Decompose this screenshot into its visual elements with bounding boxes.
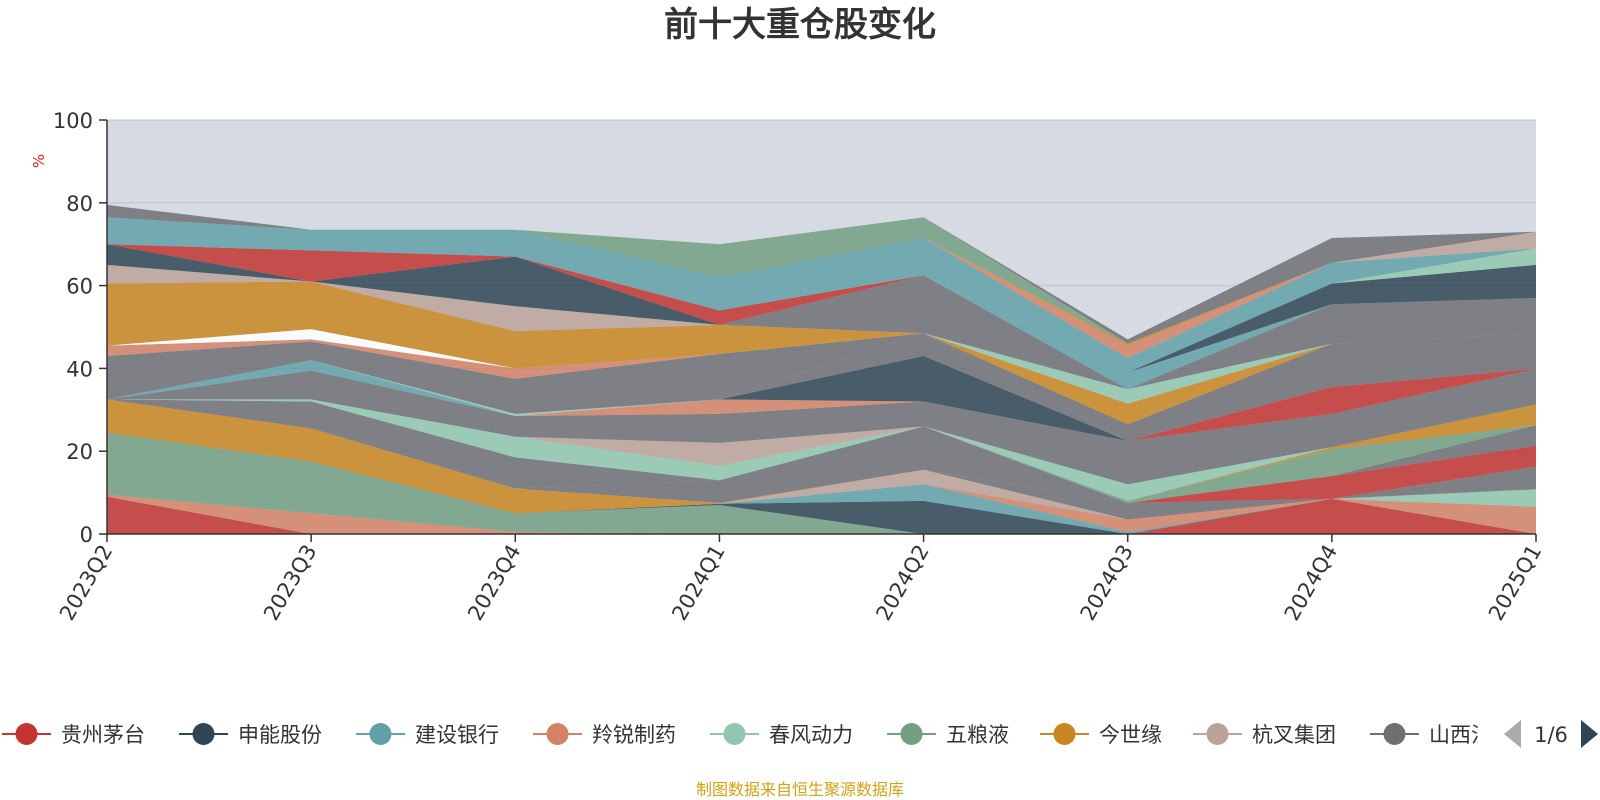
legend: 贵州茅台 申能股份 建设银行 羚锐制药 春风动力 五粮液 今世缘 杭叉集团 山西汾酒 (2, 723, 1513, 747)
area-band (107, 217, 1536, 373)
area-band (107, 399, 1536, 503)
legend-prev-icon[interactable] (1504, 720, 1521, 748)
legend-marker-icon (1053, 723, 1076, 745)
legend-item[interactable]: 今世缘 (1040, 723, 1162, 747)
legend-pager: 1/6 (1504, 720, 1598, 748)
legend-marker-icon (546, 723, 569, 745)
area-band (107, 360, 1536, 441)
legend-item[interactable]: 五粮液 (887, 723, 1009, 747)
area-band (107, 399, 1536, 485)
area-band (107, 333, 1536, 425)
legend-label: 羚锐制药 (592, 723, 676, 747)
legend-item[interactable]: 申能股份 (179, 723, 322, 747)
area-band (107, 399, 1536, 501)
area-band (107, 244, 1536, 373)
area-band (107, 432, 1536, 534)
stacked-areas (107, 204, 1536, 534)
area-band (107, 264, 1536, 390)
legend-marker-icon (192, 723, 215, 745)
legend-marker-icon (1206, 723, 1229, 745)
source-note: 制图数据来自恒生聚源数据库 (696, 780, 904, 799)
legend-label: 春风动力 (769, 723, 853, 747)
area-band (107, 399, 1536, 514)
legend-marker-icon (723, 723, 746, 745)
y-tick-label: 60 (66, 275, 93, 299)
y-tick-label: 40 (66, 357, 93, 381)
legend-marker-icon (15, 723, 38, 745)
area-band (107, 356, 1536, 441)
chart-title: 前十大重仓股变化 (664, 5, 936, 45)
legend-item[interactable]: 贵州茅台 (2, 723, 145, 747)
area-band (107, 496, 1536, 534)
area-band (107, 264, 1536, 390)
x-tick-label: 2024Q1 (667, 541, 729, 625)
x-tick-label: 2024Q3 (1076, 541, 1138, 625)
legend-next-icon[interactable] (1581, 720, 1598, 748)
legend-marker-icon (900, 723, 923, 745)
legend-marker-icon (369, 723, 392, 745)
area-band (107, 368, 1536, 485)
x-tick-label: 2023Q3 (259, 541, 321, 625)
area-band (107, 217, 1536, 344)
legend-label: 贵州茅台 (61, 723, 145, 747)
legend-label: 山西汾酒 (1429, 723, 1513, 747)
legend-label: 申能股份 (238, 723, 322, 747)
area-band (107, 333, 1536, 441)
legend-page-indicator: 1/6 (1534, 723, 1568, 747)
legend-label: 五粮液 (946, 723, 1009, 747)
y-tick-label: 20 (66, 440, 93, 464)
legend-label: 杭叉集团 (1252, 723, 1336, 747)
y-tick-label: 100 (53, 109, 93, 133)
y-unit-label: % (30, 154, 48, 168)
legend-item[interactable]: 杭叉集团 (1193, 723, 1336, 747)
area-band (107, 244, 1536, 373)
x-tick-label: 2025Q1 (1484, 541, 1546, 625)
x-tick-label: 2024Q4 (1280, 541, 1342, 625)
x-tick-label: 2023Q4 (463, 541, 525, 625)
x-tick-label: 2024Q2 (871, 541, 933, 625)
legend-item[interactable]: 建设银行 (356, 723, 499, 747)
x-tick-label: 2023Q2 (55, 541, 117, 625)
legend-item[interactable]: 春风动力 (710, 723, 853, 747)
area-band (107, 281, 1536, 425)
area-band (107, 432, 1536, 534)
legend-label: 建设银行 (415, 723, 499, 747)
legend-items: 贵州茅台 申能股份 建设银行 羚锐制药 春风动力 五粮液 今世缘 杭叉集团 山西汾酒 (2, 723, 1513, 747)
legend-label: 今世缘 (1099, 723, 1162, 747)
y-tick-label: 80 (66, 192, 93, 216)
legend-item[interactable]: 山西汾酒 (1370, 723, 1513, 747)
y-tick-label: 0 (80, 523, 93, 547)
legend-item[interactable]: 羚锐制药 (533, 723, 676, 747)
area-band (107, 399, 1536, 503)
legend-marker-icon (1383, 723, 1406, 745)
area-band (107, 329, 1536, 425)
